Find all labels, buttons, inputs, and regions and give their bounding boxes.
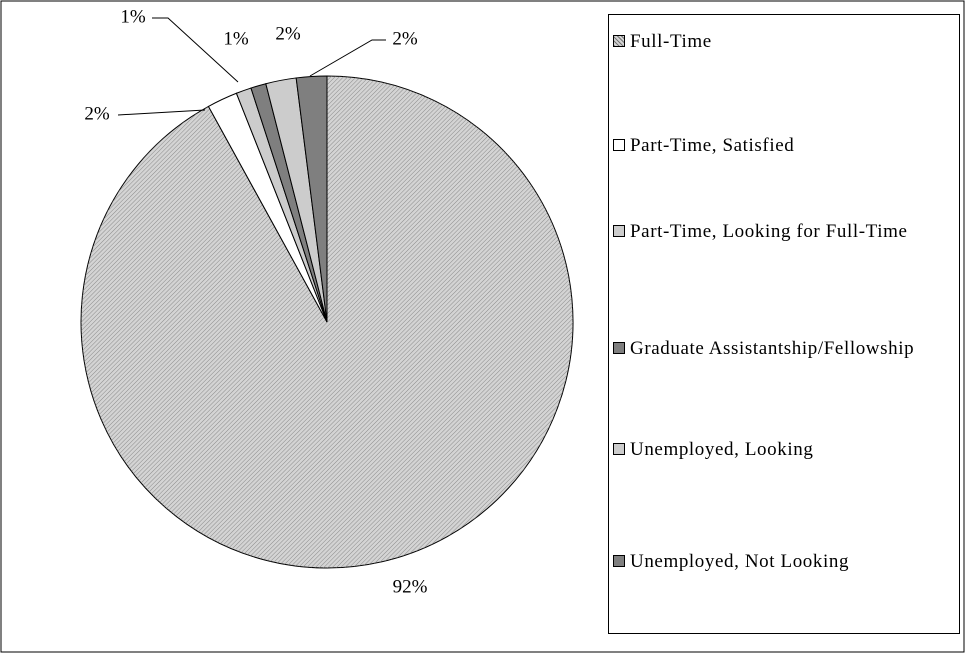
leader-line xyxy=(152,17,239,83)
legend-label: Full-Time xyxy=(630,31,712,52)
legend-item: Full-Time xyxy=(613,27,953,56)
data-label: 1% xyxy=(120,6,146,27)
legend-label: Part-Time, Looking for Full-Time xyxy=(630,221,908,242)
legend-swatch xyxy=(613,555,625,567)
legend-swatch xyxy=(613,225,625,237)
legend-label: Graduate Assistantship/Fellowship xyxy=(630,338,915,359)
legend-item: Unemployed, Looking xyxy=(613,435,953,464)
legend-item: Graduate Assistantship/Fellowship xyxy=(613,334,953,363)
legend-label: Unemployed, Not Looking xyxy=(630,551,850,572)
data-label: 2% xyxy=(84,103,110,124)
legend-swatch xyxy=(613,35,625,47)
legend-label: Part-Time, Satisfied xyxy=(630,135,795,156)
data-label: 2% xyxy=(392,28,418,49)
legend-label: Unemployed, Looking xyxy=(630,439,814,460)
legend-swatch xyxy=(613,139,625,151)
pie-slice xyxy=(295,75,328,323)
legend-item: Unemployed, Not Looking xyxy=(613,547,953,576)
data-label: 92% xyxy=(393,576,428,597)
legend-item: Part-Time, Satisfied xyxy=(613,131,953,160)
data-label: 1% xyxy=(223,28,249,49)
leader-line xyxy=(309,39,386,77)
legend-swatch xyxy=(613,342,625,354)
legend-item: Part-Time, Looking for Full-Time xyxy=(613,217,953,246)
leader-line xyxy=(117,109,206,116)
data-label: 2% xyxy=(275,23,301,44)
pie xyxy=(80,75,574,569)
legend-swatch xyxy=(613,443,625,455)
legend: Full-Time Part-Time, Satisfied Part-Time, … xyxy=(608,14,960,634)
